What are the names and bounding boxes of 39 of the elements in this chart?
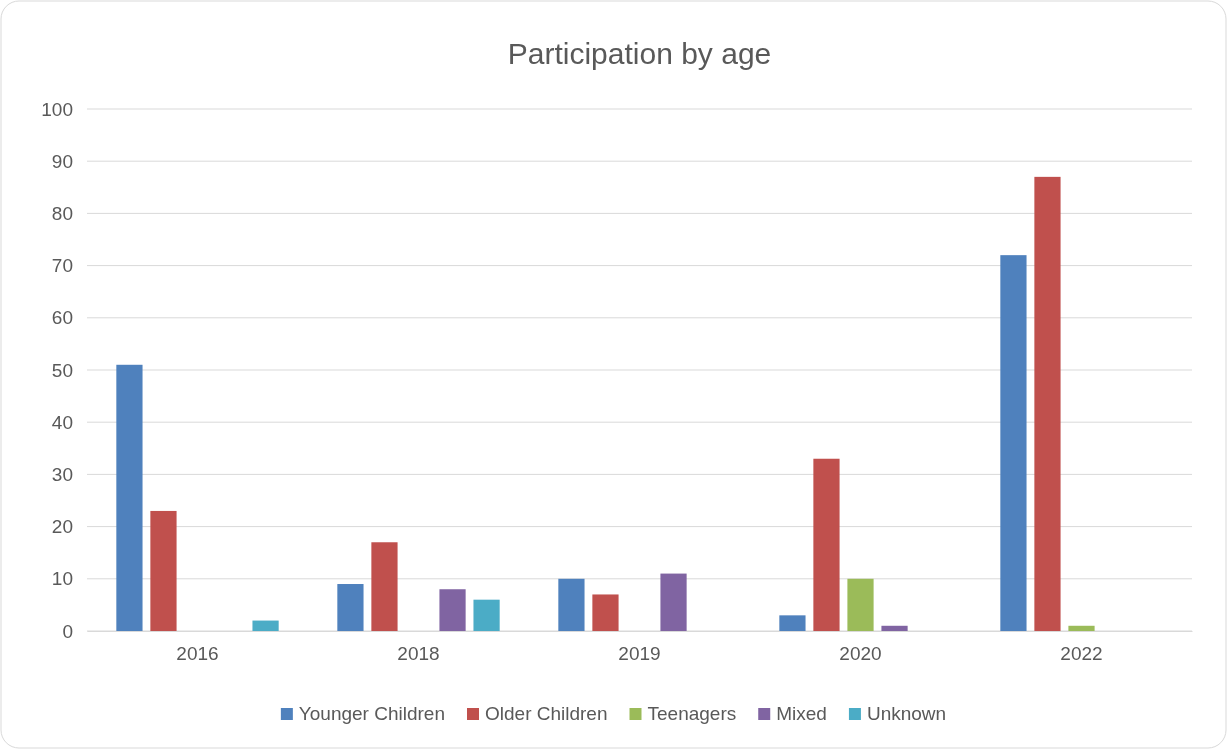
x-tick-label: 2020 [839,643,882,665]
bar [558,578,585,631]
bar [660,573,687,631]
bar [337,584,364,631]
y-tick-label: 30 [51,463,73,485]
bar [1068,625,1095,631]
y-tick-label: 90 [51,150,73,172]
legend-label: Older Children [485,703,608,724]
y-tick-label: 40 [51,411,73,433]
bar [779,615,806,631]
x-tick-label: 2016 [176,643,219,665]
chart-title: Participation by age [507,37,772,70]
x-tick-label: 2022 [1060,643,1103,665]
y-tick-label: 20 [51,516,73,538]
bar [252,620,279,631]
bar [592,594,619,631]
x-tick-label: 2019 [618,643,661,665]
bar [116,364,143,631]
bar [439,589,466,631]
y-tick-label: 100 [41,98,73,120]
bar [473,599,500,631]
legend-label: Unknown [866,703,947,724]
y-tick-label: 80 [51,202,73,224]
legend-label: Mixed [776,703,827,724]
y-tick-label: 50 [51,359,73,381]
legend-label: Teenagers [647,703,737,724]
y-tick-label: 10 [51,568,73,590]
bar [371,542,398,631]
y-tick-label: 70 [51,255,73,277]
y-tick-label: 60 [51,307,73,329]
y-tick-label: 0 [62,620,73,642]
bar [1034,176,1061,631]
x-tick-label: 2018 [397,643,440,665]
bar [847,578,874,631]
legend-label: Younger Children [298,703,445,724]
bar [1000,255,1027,631]
bar [881,625,908,631]
bar [813,458,840,631]
bar [150,510,177,631]
